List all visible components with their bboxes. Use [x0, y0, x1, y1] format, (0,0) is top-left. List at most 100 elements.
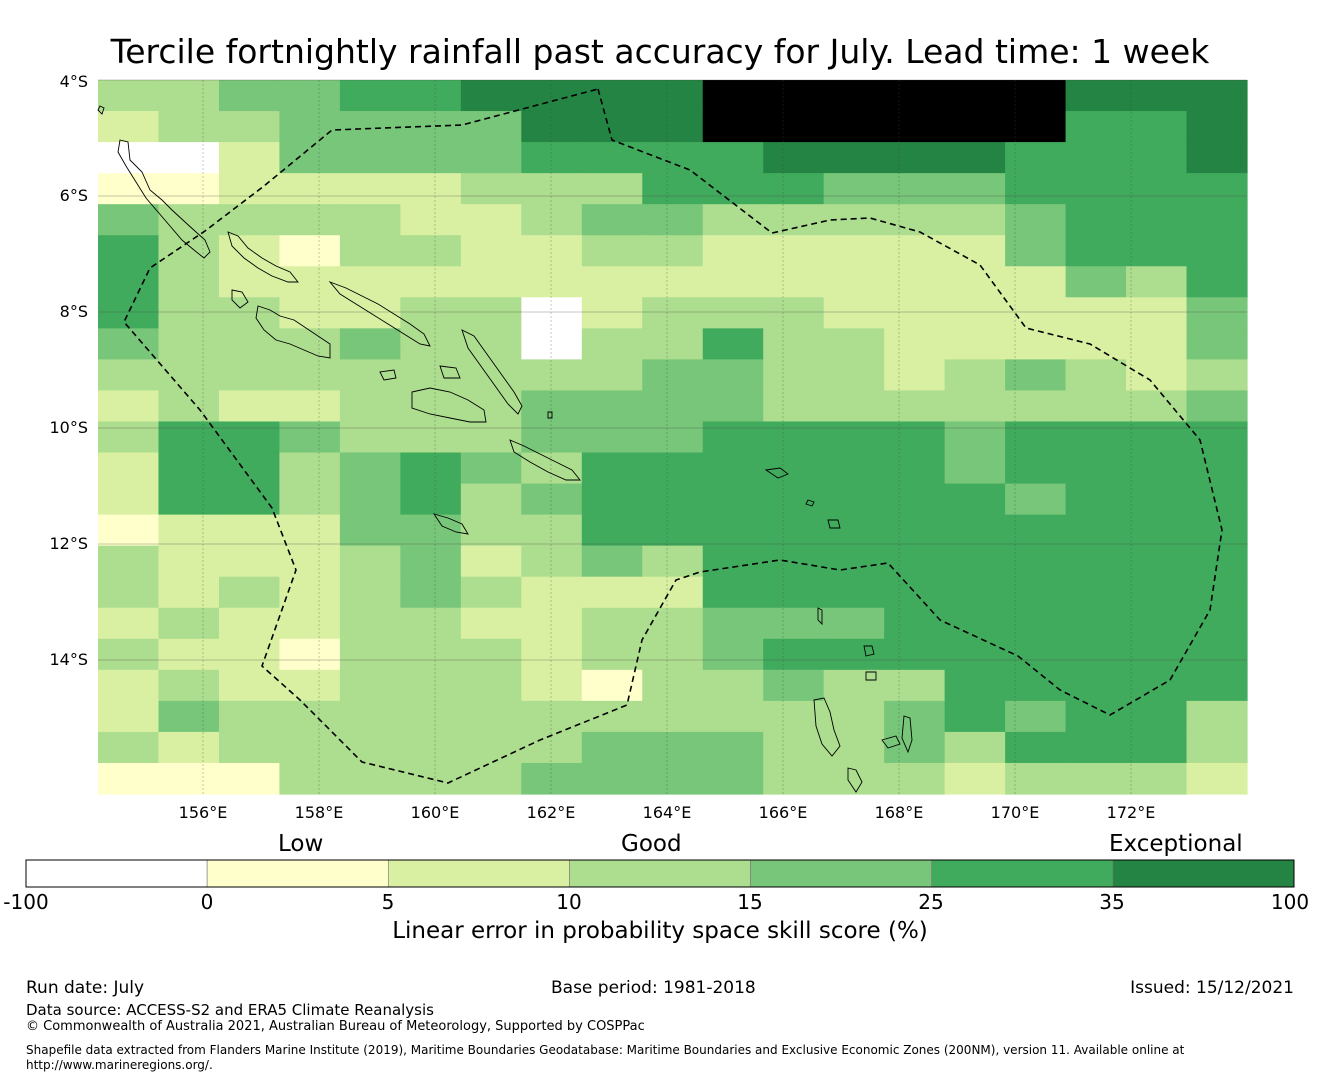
grid-cell	[702, 297, 764, 329]
grid-cell	[763, 762, 825, 795]
grid-cell	[279, 328, 341, 360]
grid-cell	[460, 80, 522, 112]
grid-cell	[339, 80, 401, 112]
lat-label-14s: 14°S	[49, 650, 88, 669]
grid-cell	[218, 483, 281, 516]
grid-cell	[339, 576, 401, 609]
grid-cell	[98, 235, 160, 267]
grid-cell	[1065, 483, 1127, 516]
grid-cell	[218, 390, 281, 423]
grid-cell	[944, 452, 1006, 485]
grid-cell	[460, 762, 522, 795]
grid-cell	[521, 762, 583, 795]
shapefile-credit: Shapefile data extracted from Flanders M…	[26, 1043, 1185, 1057]
grid-cell	[1126, 421, 1188, 454]
grid-cell	[1126, 235, 1188, 267]
grid-cell	[158, 80, 220, 112]
island-guadalcanal	[411, 387, 487, 423]
grid-cell	[581, 173, 643, 205]
island-vanikoro	[827, 519, 841, 529]
grid-cell	[763, 359, 825, 392]
grid-cell	[1005, 762, 1067, 795]
grid-cell	[642, 204, 704, 236]
grid-cell	[400, 80, 462, 112]
grid-cell	[339, 142, 401, 174]
grid-cell	[521, 359, 583, 392]
grid-cell	[218, 638, 281, 671]
grid-cell	[1065, 173, 1127, 205]
colorbar-tick-label: 25	[918, 890, 944, 914]
grid-cell	[400, 297, 462, 329]
grid-cell	[1065, 111, 1127, 143]
grid-cell	[884, 762, 946, 795]
island-florida	[379, 369, 397, 381]
grid-cell	[581, 328, 643, 360]
grid-cell	[521, 142, 583, 174]
lat-label-6s: 6°S	[59, 186, 88, 205]
grid-cell	[279, 111, 341, 143]
grid-cell	[279, 731, 341, 764]
grid-cell	[521, 297, 583, 329]
grid-cell	[944, 762, 1006, 795]
grid-cell	[1065, 297, 1127, 329]
grid-cell	[1126, 669, 1188, 702]
grid-cell	[763, 576, 825, 609]
grid-cell	[1065, 514, 1127, 547]
map-title: Tercile fortnightly rainfall past accura…	[110, 32, 1210, 71]
grid-cell	[521, 421, 583, 454]
grid-cell	[944, 111, 1006, 143]
grid-cell	[581, 142, 643, 174]
grid-cell	[1005, 266, 1067, 298]
grid-cell	[279, 390, 341, 423]
grid-cell	[1005, 545, 1067, 578]
grid-cell	[158, 700, 220, 733]
grid-cell	[1126, 359, 1188, 392]
grid-cell	[1186, 762, 1248, 795]
grid-cell	[460, 731, 522, 764]
grid-cell	[400, 235, 462, 267]
grid-cell	[1126, 700, 1188, 733]
lon-label-164e: 164°E	[642, 803, 692, 822]
grid-cell	[158, 328, 220, 360]
grid-cell	[944, 483, 1006, 516]
grid-cell	[823, 297, 885, 329]
grid-cell	[823, 452, 885, 485]
grid-cell	[339, 173, 401, 205]
graticule	[98, 79, 1247, 794]
grid-cell	[1126, 390, 1188, 423]
grid-cell	[884, 700, 946, 733]
grid-cell	[400, 576, 462, 609]
grid-cell	[581, 111, 643, 143]
grid-cell	[158, 545, 220, 578]
grid-cell	[823, 483, 885, 516]
grid-cell	[521, 328, 583, 360]
grid-cell	[218, 80, 281, 112]
grid-cell	[218, 669, 281, 702]
grid-cell	[279, 669, 341, 702]
grid-cell	[1186, 669, 1248, 702]
grid-cell	[400, 204, 462, 236]
grid-cell	[1065, 328, 1127, 360]
grid-cell	[279, 762, 341, 795]
grid-cell	[884, 266, 946, 298]
grid-cell	[884, 669, 946, 702]
grid-cell	[1126, 142, 1188, 174]
grid-cell	[279, 576, 341, 609]
grid-cell	[702, 452, 764, 485]
grid-cell	[581, 483, 643, 516]
grid-cell	[1186, 297, 1248, 329]
grid-cell	[1126, 328, 1188, 360]
grid-cell	[460, 204, 522, 236]
grid-cell	[218, 111, 281, 143]
grid-cell	[1186, 173, 1248, 205]
grid-cell	[460, 297, 522, 329]
grid-cell	[642, 173, 704, 205]
grid-cell	[702, 638, 764, 671]
grid-cell	[763, 142, 825, 174]
grid-cell	[823, 235, 885, 267]
lon-label-170e: 170°E	[990, 803, 1040, 822]
grid-cell	[158, 731, 220, 764]
grid-cell	[1126, 204, 1188, 236]
grid-cell	[823, 545, 885, 578]
grid-cell	[763, 235, 825, 267]
